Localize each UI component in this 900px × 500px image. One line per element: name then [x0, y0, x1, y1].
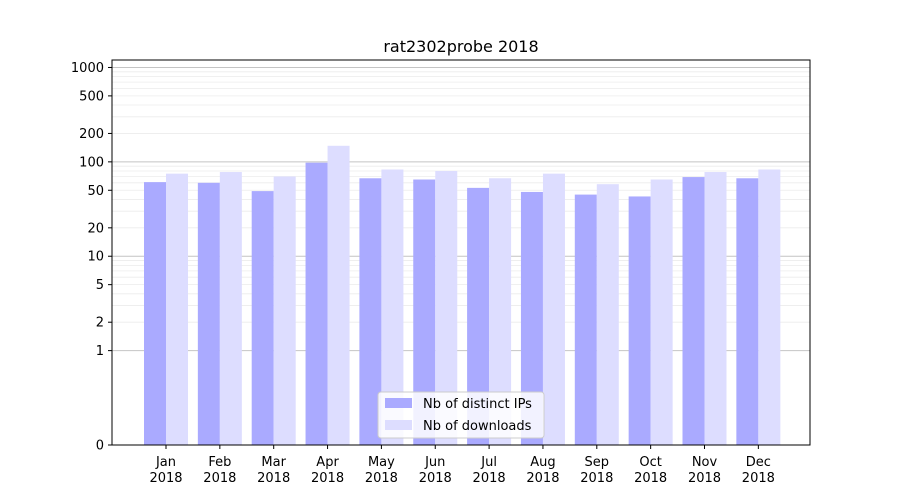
y-axis: 0 1 2 5 10 20 50 100 200 500 1000 [71, 61, 112, 454]
bar [306, 163, 328, 445]
bar [575, 195, 597, 445]
x-tick-label-month: Jun [424, 455, 445, 470]
x-tick-label-month: Dec [746, 455, 771, 470]
x-tick-label-month: Sep [585, 455, 610, 470]
x-tick-label-month: Feb [208, 455, 231, 470]
legend-swatch-ips [385, 398, 412, 408]
x-tick-label-year: 2018 [203, 471, 236, 486]
x-tick-label-month: Apr [316, 455, 339, 470]
x-tick-label-year: 2018 [688, 471, 721, 486]
bar [166, 174, 188, 445]
legend-label-downloads: Nb of downloads [423, 419, 532, 434]
legend-swatch-downloads [385, 420, 412, 430]
x-tick-label-year: 2018 [634, 471, 667, 486]
bar [274, 176, 296, 445]
bar [651, 180, 673, 445]
y-tick-label: 1000 [71, 61, 104, 76]
x-tick-label-year: 2018 [526, 471, 559, 486]
bar [683, 177, 705, 445]
y-tick-label: 50 [87, 184, 104, 199]
bar [597, 184, 619, 445]
bar [328, 146, 350, 445]
chart-title: rat2302probe 2018 [383, 37, 538, 56]
bar [705, 172, 727, 445]
y-tick-label: 500 [79, 89, 104, 104]
y-tick-label: 5 [96, 278, 104, 293]
x-tick-label-month: Jan [155, 455, 176, 470]
x-tick-label-month: Oct [639, 455, 661, 470]
bar [758, 169, 780, 445]
y-tick-label: 1 [96, 344, 104, 359]
x-tick-label-year: 2018 [580, 471, 613, 486]
y-tick-label: 2 [96, 316, 104, 331]
legend: Nb of distinct IPs Nb of downloads [378, 392, 544, 438]
y-tick-label: 200 [79, 127, 104, 142]
x-tick-label-month: Jul [480, 455, 497, 470]
bar [543, 174, 565, 445]
bar [198, 183, 220, 445]
y-tick-label: 0 [96, 439, 104, 454]
x-tick-label-year: 2018 [742, 471, 775, 486]
bar [252, 191, 274, 445]
y-tick-label: 20 [87, 221, 104, 236]
x-tick-label-year: 2018 [365, 471, 398, 486]
legend-label-ips: Nb of distinct IPs [423, 397, 532, 412]
y-tick-label: 10 [87, 250, 104, 265]
x-tick-label-year: 2018 [149, 471, 182, 486]
x-tick-label-year: 2018 [473, 471, 506, 486]
x-axis: Jan2018Feb2018Mar2018Apr2018May2018Jun20… [149, 445, 774, 486]
x-tick-label-month: May [368, 455, 395, 470]
x-tick-label-year: 2018 [311, 471, 344, 486]
bar [220, 172, 242, 445]
x-tick-label-year: 2018 [257, 471, 290, 486]
x-tick-label-month: Aug [530, 455, 555, 470]
y-tick-label: 100 [79, 155, 104, 170]
bar [144, 182, 166, 445]
x-tick-label-year: 2018 [419, 471, 452, 486]
bar [736, 178, 758, 445]
bar [629, 196, 651, 445]
x-tick-label-month: Nov [692, 455, 718, 470]
x-tick-label-month: Mar [261, 455, 286, 470]
